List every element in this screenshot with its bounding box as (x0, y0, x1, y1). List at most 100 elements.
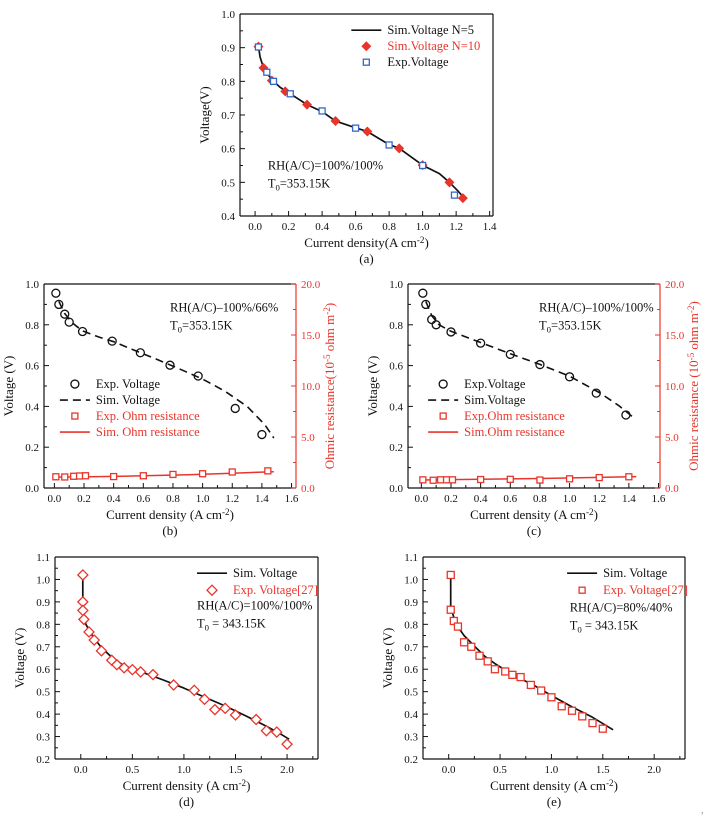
y-tick-label: 0.5 (36, 687, 50, 699)
annotation-line: T0=353.15K (268, 177, 330, 193)
right-y-tick-label: 10.0 (301, 381, 321, 393)
plot-border (43, 283, 297, 489)
x-axis: 0.0 0.5 1.0 1.5 2.0 Current density (A cm-2) (422, 754, 681, 793)
annotation-line: T0=353.15K (539, 319, 601, 335)
y-tick-label: 0.7 (36, 642, 50, 654)
y-axis: 0.4 0.5 0.6 0.7 0.8 0.9 1.0 Voltage(V) (197, 9, 245, 223)
right-y-tick-label: 0.0 (665, 483, 679, 495)
chart-c-svg: 0.0 0.2 0.4 0.6 0.8 1.0 1.2 1.4 1.6 Current densi… (365, 279, 701, 538)
x-tick-label: 2.0 (647, 764, 661, 776)
right-y-tick-label: 15.0 (301, 330, 321, 342)
right-y-tick-label: 5.0 (301, 432, 315, 444)
legend-label: Exp. Voltage (96, 377, 161, 391)
y-axis-label: Voltage (V) (12, 628, 27, 689)
x-tick-label: 1.0 (177, 764, 191, 776)
legend-label: Sim.Ohm resistance (464, 425, 565, 439)
legend: Sim.Voltage N=5 Sim.Voltage N=10 Exp.Volta… (351, 23, 480, 69)
y-tick-label: 0.5 (221, 177, 235, 189)
x-tick-label: 0.5 (493, 764, 507, 776)
series-exp-voltage-27 (76, 569, 293, 751)
y-tick-label: 0.0 (25, 483, 39, 495)
legend-label: Sim.Voltage N=10 (387, 39, 480, 53)
x-tick-label: 0.0 (74, 764, 88, 776)
chart-a-polarization: 0.0 0.2 0.4 0.6 0.8 1.0 1.2 1.4 Current density(… (168, 2, 548, 268)
x-tick-label: 0.8 (166, 493, 180, 505)
subplot-label: (d) (179, 794, 194, 809)
annotation: RH(A/C)–100%/66% T0=353.15K (170, 301, 278, 335)
chart-d-validation-100-100: 0.0 0.5 1.0 1.5 2.0 Current density (A cm-2) 0… (0, 543, 356, 819)
y-tick-label: 0.9 (36, 597, 50, 609)
x-tick-label: 2.0 (280, 764, 294, 776)
y-tick-label: 1.0 (36, 574, 50, 586)
series-sim-voltage (449, 575, 614, 731)
annotation-line: T0 = 343.15K (570, 619, 639, 635)
y-tick-label: 1.0 (221, 9, 235, 21)
legend-label: Exp. Voltage[27] (603, 583, 688, 597)
y-axis-label: Voltage(V) (197, 86, 212, 144)
y-tick-label: 0.2 (25, 442, 39, 454)
annotation: RH(A/C)=80%/40% T0 = 343.15K (570, 601, 673, 635)
y-tick-label: 1.0 (25, 279, 39, 291)
x-tick-label: 1.2 (225, 493, 239, 505)
x-tick-label: 0.6 (503, 493, 517, 505)
series-exp-voltage-27 (446, 570, 607, 733)
x-tick-label: 0.0 (414, 493, 428, 505)
chart-e-validation-80-40: 0.0 0.5 1.0 1.5 2.0 Current density (A cm-2) 0… (356, 543, 712, 819)
plot-border (54, 556, 319, 760)
y-tick-label: 0.9 (404, 597, 418, 609)
series-exp-ohm-resistance (419, 473, 633, 484)
y-tick-label: 0.4 (389, 401, 403, 413)
y-axis: 0.2 0.3 0.4 0.5 0.6 0.7 0.8 0.9 1.0 1.1 Voltage (V… (12, 552, 60, 766)
y-tick-label: 0.6 (221, 144, 235, 156)
right-y-tick-label: 20.0 (301, 279, 321, 291)
series-exp-voltage (254, 43, 459, 199)
annotation: RH(A/C)–100%/100% T0=353.15K (539, 301, 654, 335)
y-tick-label: 0.0 (389, 483, 403, 495)
x-tick-label: 1.0 (545, 764, 559, 776)
legend-label: Sim. Voltage (603, 566, 668, 580)
right-y-tick-label: 15.0 (665, 330, 685, 342)
x-axis: 0.0 0.2 0.4 0.6 0.8 1.0 1.2 1.4 Current density(… (248, 211, 497, 250)
x-tick-label: 1.2 (449, 221, 463, 233)
y-tick-label: 0.8 (404, 619, 418, 631)
right-y-tick-label: 0.0 (301, 483, 315, 495)
x-tick-label: 1.4 (255, 493, 269, 505)
legend-label: Exp.Voltage (464, 377, 526, 391)
y-tick-label: 0.8 (36, 619, 50, 631)
chart-c-voltage-ohmic-100: 0.0 0.2 0.4 0.6 0.8 1.0 1.2 1.4 1.6 Current densi… (356, 268, 712, 542)
x-tick-label: 0.0 (442, 764, 456, 776)
legend: Exp. Voltage Sim. Voltage Exp. Ohm resista… (59, 377, 200, 439)
legend: Sim. Voltage Exp. Voltage[27] (567, 566, 688, 597)
chart-a-svg: 0.0 0.2 0.4 0.6 0.8 1.0 1.2 1.4 Current density(… (197, 9, 497, 266)
series-sim-voltage (58, 300, 275, 439)
y-axis-label: Voltage (V) (1, 356, 16, 417)
legend: Exp.Voltage Sim.Voltage Exp.Ohm resistance… (428, 377, 565, 439)
subplot-label: (b) (162, 523, 177, 538)
x-axis-label: Current density (A cm-2) (123, 778, 251, 793)
y-tick-label: 1.0 (404, 574, 418, 586)
x-tick-label: 0.8 (533, 493, 547, 505)
annotation: RH(A/C)=100%/100% T0=353.15K (268, 159, 383, 193)
series-exp-ohm-resistance (52, 467, 272, 481)
x-tick-label: 0.2 (77, 493, 91, 505)
x-tick-label: 1.5 (596, 764, 610, 776)
x-tick-label: 0.5 (125, 764, 139, 776)
x-tick-label: 0.4 (107, 493, 121, 505)
y-tick-label: 0.4 (25, 401, 39, 413)
series-sim-ohm-resistance (54, 470, 274, 478)
legend-label: Exp. Ohm resistance (96, 409, 200, 423)
x-tick-label: 1.2 (592, 493, 606, 505)
y-tick-label: 0.2 (389, 442, 403, 454)
annotation-line: RH(A/C)=100%/100% (197, 599, 312, 613)
legend-label: Exp.Ohm resistance (464, 409, 565, 423)
x-axis-label: Current density (A cm-2) (490, 778, 618, 793)
y-tick-label: 0.6 (25, 361, 39, 373)
x-tick-label: 0.2 (444, 493, 458, 505)
y-axis: 0.0 0.2 0.4 0.6 0.8 1.0 Voltage (V) (1, 279, 49, 495)
y-tick-label: 0.2 (404, 754, 418, 766)
y-tick-label: 0.9 (221, 43, 235, 55)
